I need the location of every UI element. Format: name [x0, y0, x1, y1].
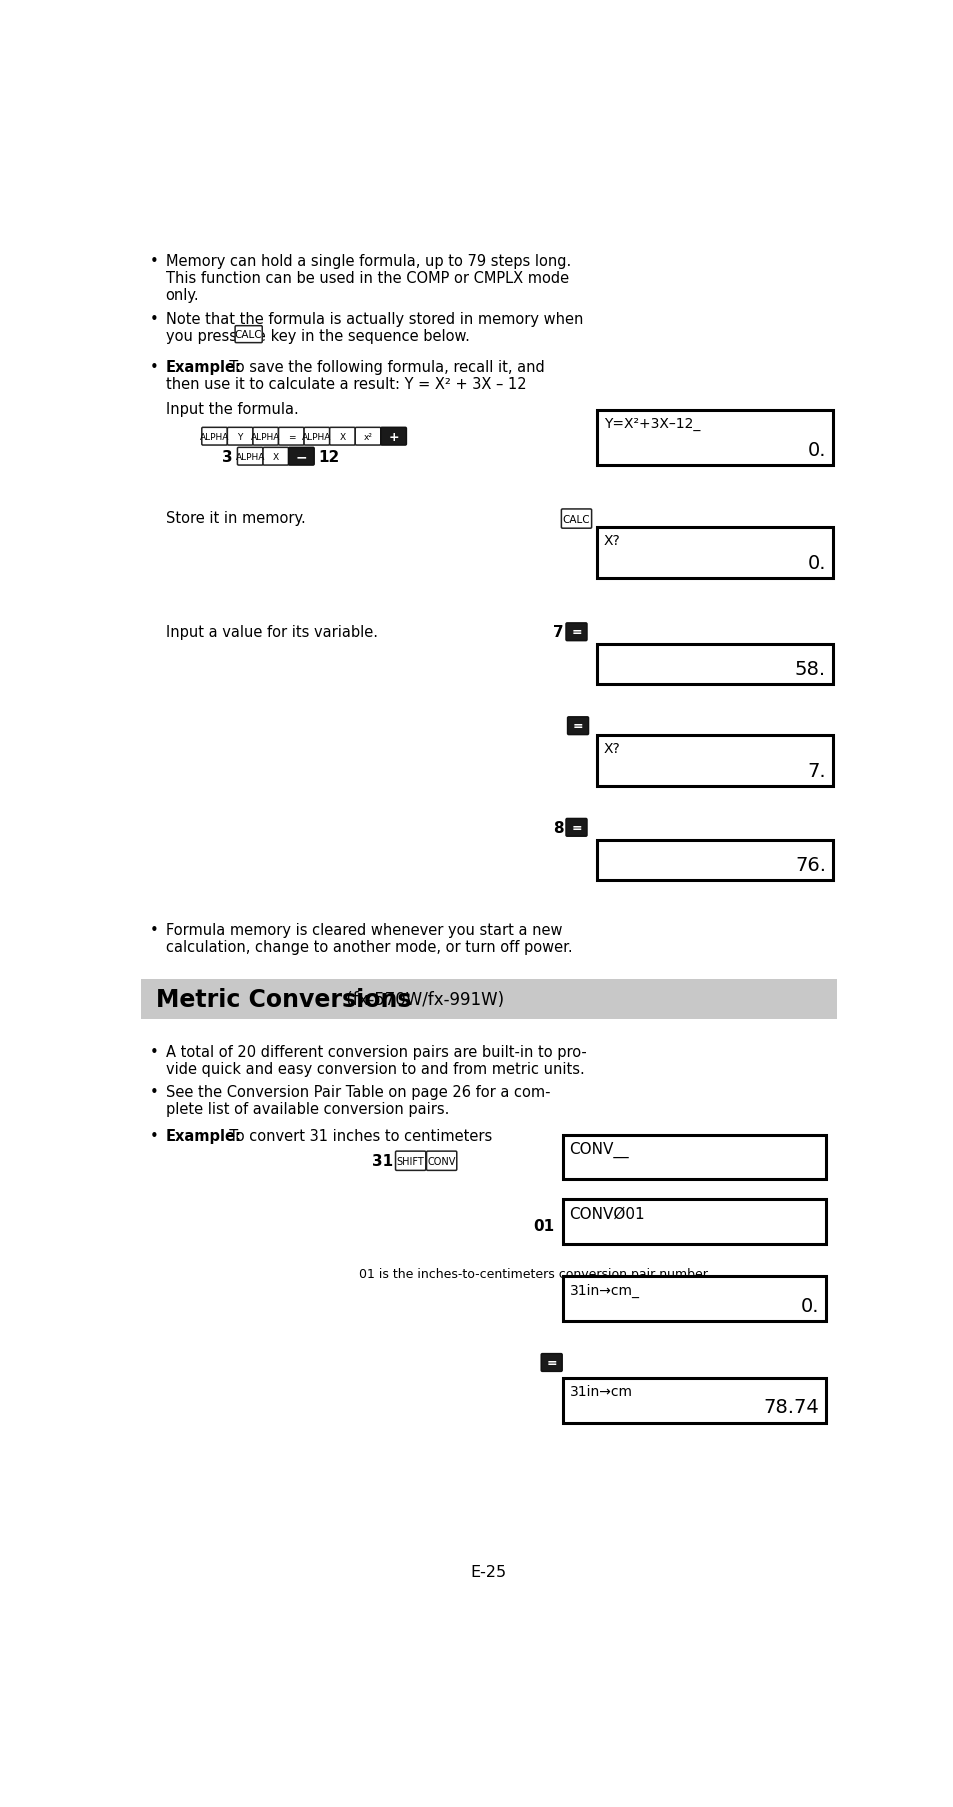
Text: To convert 31 inches to centimeters: To convert 31 inches to centimeters [220, 1129, 492, 1144]
Bar [596, 840, 832, 880]
Bar [562, 1276, 825, 1321]
Text: 76.: 76. [794, 855, 825, 875]
Text: ALPHA: ALPHA [235, 452, 265, 461]
FancyBboxPatch shape [540, 1353, 561, 1372]
Text: 0.: 0. [806, 441, 825, 461]
Text: you press the: you press the [166, 329, 270, 343]
Text: •: • [150, 1044, 159, 1059]
Text: =: = [571, 625, 581, 640]
Text: Memory can hold a single formula, up to 79 steps long.: Memory can hold a single formula, up to … [166, 253, 571, 269]
Text: See the Conversion Pair Table on page 26 for a com-: See the Conversion Pair Table on page 26… [166, 1084, 550, 1099]
Text: x²: x² [363, 432, 372, 441]
FancyBboxPatch shape [289, 448, 314, 466]
Text: X?: X? [603, 533, 619, 548]
Text: only.: only. [166, 287, 199, 302]
Text: 31in→cm: 31in→cm [569, 1384, 632, 1399]
Bar [562, 1135, 825, 1180]
Text: 12: 12 [318, 450, 339, 464]
FancyBboxPatch shape [330, 428, 355, 446]
FancyBboxPatch shape [234, 327, 262, 343]
FancyBboxPatch shape [395, 1151, 425, 1171]
Text: •: • [150, 1129, 159, 1144]
Text: (fx-570W/fx-991W): (fx-570W/fx-991W) [340, 990, 503, 1008]
Text: key in the sequence below.: key in the sequence below. [266, 329, 469, 343]
FancyBboxPatch shape [567, 717, 588, 735]
FancyBboxPatch shape [426, 1151, 456, 1171]
Text: 01: 01 [533, 1218, 555, 1232]
Text: plete list of available conversion pairs.: plete list of available conversion pairs… [166, 1100, 449, 1117]
Text: ALPHA: ALPHA [251, 432, 280, 441]
Text: •: • [150, 923, 159, 938]
Bar [141, 979, 836, 1019]
Text: 01 is the inches-to-centimeters conversion pair number.: 01 is the inches-to-centimeters conversi… [359, 1267, 711, 1281]
Text: X: X [339, 432, 345, 441]
Text: 3: 3 [222, 450, 233, 464]
Text: This function can be used in the COMP or CMPLX mode: This function can be used in the COMP or… [166, 271, 568, 286]
Bar [596, 410, 832, 466]
Text: 0.: 0. [806, 553, 825, 573]
Text: 31: 31 [372, 1153, 394, 1169]
Text: Example:: Example: [166, 1129, 241, 1144]
Text: Input the formula.: Input the formula. [166, 401, 298, 417]
Text: =: = [572, 719, 582, 734]
Text: •: • [150, 313, 159, 327]
FancyBboxPatch shape [560, 510, 591, 529]
Text: E-25: E-25 [471, 1565, 506, 1579]
Text: Y=X²+3X–12_: Y=X²+3X–12_ [603, 417, 700, 430]
FancyBboxPatch shape [202, 428, 227, 446]
Text: To save the following formula, recall it, and: To save the following formula, recall it… [220, 360, 544, 376]
Text: CALC: CALC [562, 515, 590, 524]
Text: then use it to calculate a result: Y = X² + 3X – 12: then use it to calculate a result: Y = X… [166, 378, 526, 392]
Text: =: = [571, 822, 581, 835]
Text: −: − [295, 450, 307, 464]
Text: •: • [150, 253, 159, 269]
Text: CALC: CALC [234, 331, 262, 340]
FancyBboxPatch shape [278, 428, 304, 446]
FancyBboxPatch shape [565, 623, 586, 641]
Text: Y: Y [237, 432, 243, 441]
Text: =: = [546, 1357, 557, 1370]
FancyBboxPatch shape [380, 428, 406, 446]
Text: CONV__: CONV__ [569, 1140, 628, 1156]
Text: SHIFT: SHIFT [396, 1156, 424, 1166]
Text: Example:: Example: [166, 360, 241, 376]
Text: 58.: 58. [794, 660, 825, 679]
Bar [596, 528, 832, 578]
FancyBboxPatch shape [304, 428, 330, 446]
Bar [596, 645, 832, 685]
Text: •: • [150, 1084, 159, 1099]
Text: +: + [388, 430, 398, 443]
Text: X?: X? [603, 741, 619, 755]
Bar [562, 1200, 825, 1245]
Text: Note that the formula is actually stored in memory when: Note that the formula is actually stored… [166, 313, 582, 327]
FancyBboxPatch shape [237, 448, 263, 466]
Text: 7.: 7. [806, 761, 825, 781]
FancyBboxPatch shape [263, 448, 289, 466]
FancyBboxPatch shape [253, 428, 278, 446]
Text: ALPHA: ALPHA [302, 432, 332, 441]
Text: Input a value for its variable.: Input a value for its variable. [166, 625, 377, 640]
Text: A total of 20 different conversion pairs are built-in to pro-: A total of 20 different conversion pairs… [166, 1044, 586, 1059]
Text: 7: 7 [552, 625, 562, 640]
Text: Metric Conversions: Metric Conversions [156, 987, 412, 1012]
FancyBboxPatch shape [355, 428, 380, 446]
Text: 78.74: 78.74 [762, 1397, 819, 1417]
Bar [596, 735, 832, 786]
Text: =: = [287, 432, 294, 441]
Text: CONV: CONV [427, 1156, 456, 1166]
Text: 0.: 0. [800, 1296, 819, 1315]
Text: Store it in memory.: Store it in memory. [166, 511, 305, 526]
FancyBboxPatch shape [227, 428, 253, 446]
Text: 8: 8 [552, 820, 562, 835]
FancyBboxPatch shape [565, 819, 586, 837]
Text: 31in→cm_: 31in→cm_ [569, 1283, 639, 1297]
Text: CONVØ01: CONVØ01 [569, 1205, 644, 1222]
Text: calculation, change to another mode, or turn off power.: calculation, change to another mode, or … [166, 940, 572, 954]
Bar [562, 1379, 825, 1422]
Text: •: • [150, 360, 159, 376]
Text: Formula memory is cleared whenever you start a new: Formula memory is cleared whenever you s… [166, 923, 561, 938]
Text: ALPHA: ALPHA [200, 432, 229, 441]
Text: vide quick and easy conversion to and from metric units.: vide quick and easy conversion to and fr… [166, 1061, 584, 1075]
Text: X: X [273, 452, 278, 461]
